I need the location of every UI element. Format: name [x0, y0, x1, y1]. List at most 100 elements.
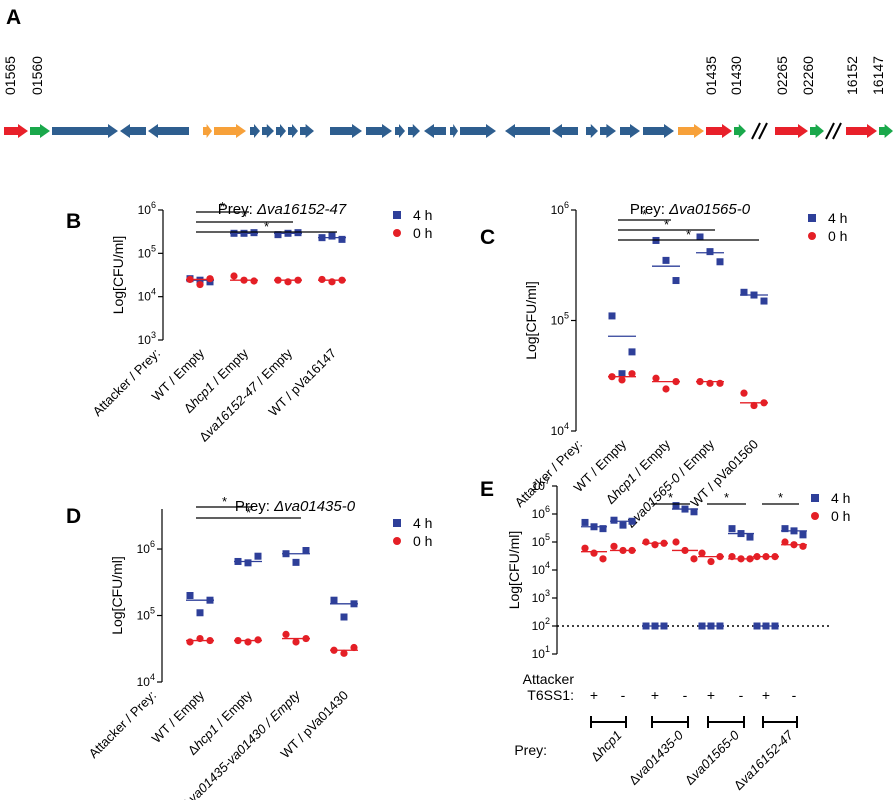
gene-label: 01435	[703, 56, 719, 95]
gene-arrow	[120, 124, 146, 138]
row-header: Attacker / Prey:	[512, 437, 585, 510]
legend-label-4h: 4 h	[413, 207, 432, 223]
data-point-0h	[206, 636, 214, 645]
gene-arrow	[276, 124, 286, 138]
data-point-0h	[599, 555, 607, 563]
gene-arrow	[505, 124, 550, 138]
data-point-4h	[608, 312, 616, 320]
data-point-0h	[728, 553, 736, 561]
data-point-0h	[762, 553, 770, 561]
gene-arrow	[620, 124, 640, 138]
data-point-4h	[660, 622, 668, 630]
data-point-4h	[350, 600, 358, 608]
data-point-0h	[186, 275, 194, 284]
data-point-4h	[234, 557, 242, 565]
data-point-0h	[750, 401, 758, 410]
data-point-0h	[672, 538, 680, 546]
gene-label: 16152	[844, 56, 860, 95]
break-mark	[758, 122, 768, 140]
gene-arrow	[775, 124, 808, 138]
data-point-4h	[681, 505, 689, 513]
data-point-0h	[186, 638, 194, 646]
attacker-t6ss1-sign: +	[590, 687, 598, 703]
gene-arrow	[395, 124, 405, 138]
legend-label-4h: 4 h	[413, 515, 432, 531]
gene-arrow	[4, 124, 28, 138]
data-point-4h	[672, 502, 680, 510]
gene-arrow	[879, 124, 893, 138]
data-point-4h	[698, 622, 706, 630]
panel-label: B	[66, 210, 81, 233]
break-mark	[751, 122, 761, 140]
data-point-4h	[618, 370, 626, 378]
data-point-4h	[318, 234, 326, 242]
gene-arrow	[643, 124, 674, 138]
break-mark	[825, 122, 835, 140]
data-point-4h	[581, 518, 589, 526]
data-point-0h	[610, 542, 618, 550]
gene-arrow	[810, 124, 824, 138]
legend-label-0h: 0 h	[828, 228, 847, 244]
row-header: Attacker / Prey:	[90, 346, 163, 419]
data-point-4h	[610, 516, 618, 524]
data-point-0h	[196, 280, 204, 289]
y-tick-label: 106	[138, 200, 156, 217]
data-point-4h	[206, 596, 214, 604]
data-point-0h	[206, 275, 214, 283]
data-point-4h	[781, 525, 789, 533]
data-point-0h	[672, 377, 680, 386]
gene-arrow	[706, 124, 732, 138]
data-point-4h	[690, 508, 698, 516]
gene-arrow	[52, 124, 118, 138]
data-point-4h	[672, 277, 680, 285]
gene-arrow	[262, 124, 274, 138]
significance-star: *	[664, 217, 669, 232]
data-point-4h	[619, 521, 627, 529]
y-axis-label: Log[CFU/ml]	[506, 531, 522, 610]
data-point-0h	[696, 377, 704, 386]
panel-b: B Prey: Δva16152-47 103 104 105 106 Log[CFU/ml…	[66, 199, 432, 445]
data-point-0h	[282, 630, 290, 638]
significance-star: *	[220, 199, 225, 214]
data-point-0h	[240, 276, 248, 284]
y-tick-label: 103	[532, 588, 550, 605]
data-point-4h	[746, 533, 754, 541]
data-point-0h	[681, 546, 689, 555]
gene-arrow	[600, 124, 616, 138]
data-point-4h	[254, 552, 262, 560]
significance-star: *	[246, 505, 251, 520]
legend-label-4h: 4 h	[831, 490, 850, 506]
data-point-0h	[642, 538, 650, 546]
y-tick-label: 106	[551, 200, 569, 217]
data-point-0h	[716, 553, 724, 561]
data-point-0h	[292, 638, 300, 646]
data-point-0h	[707, 557, 715, 566]
gene-label: 01565	[2, 56, 18, 95]
gene-arrow	[424, 124, 446, 138]
row-header: Attacker / Prey:	[86, 688, 159, 761]
panel-title: Prey: Δva16152-47	[218, 201, 347, 218]
panel-title: Prey: Δva01565-0	[630, 201, 751, 218]
legend-label-0h: 0 h	[413, 533, 432, 549]
data-point-0h	[628, 546, 636, 555]
data-point-4h	[292, 558, 300, 566]
prey-label: Prey:	[514, 742, 547, 758]
y-tick-label: 105	[138, 243, 156, 260]
data-point-0h	[254, 636, 262, 644]
data-point-0h	[760, 399, 768, 407]
y-tick-label: 105	[532, 532, 550, 549]
data-point-4h	[196, 276, 204, 284]
data-point-4h	[762, 622, 770, 630]
panel-d: D Prey: Δva01435-0 104 105 106 Log[CFU/ml] 4 h…	[66, 494, 432, 805]
data-point-0h	[737, 555, 745, 563]
data-point-4h	[274, 231, 282, 239]
gene-arrow	[586, 124, 598, 138]
data-point-0h	[330, 646, 338, 654]
gene-arrow	[300, 124, 314, 138]
attacker-label: Attacker	[523, 671, 575, 687]
data-point-4h	[294, 229, 302, 237]
legend-marker-4h	[811, 494, 819, 502]
gene-arrow	[288, 124, 298, 138]
legend-label-4h: 4 h	[828, 210, 847, 226]
data-point-0h	[340, 649, 348, 657]
